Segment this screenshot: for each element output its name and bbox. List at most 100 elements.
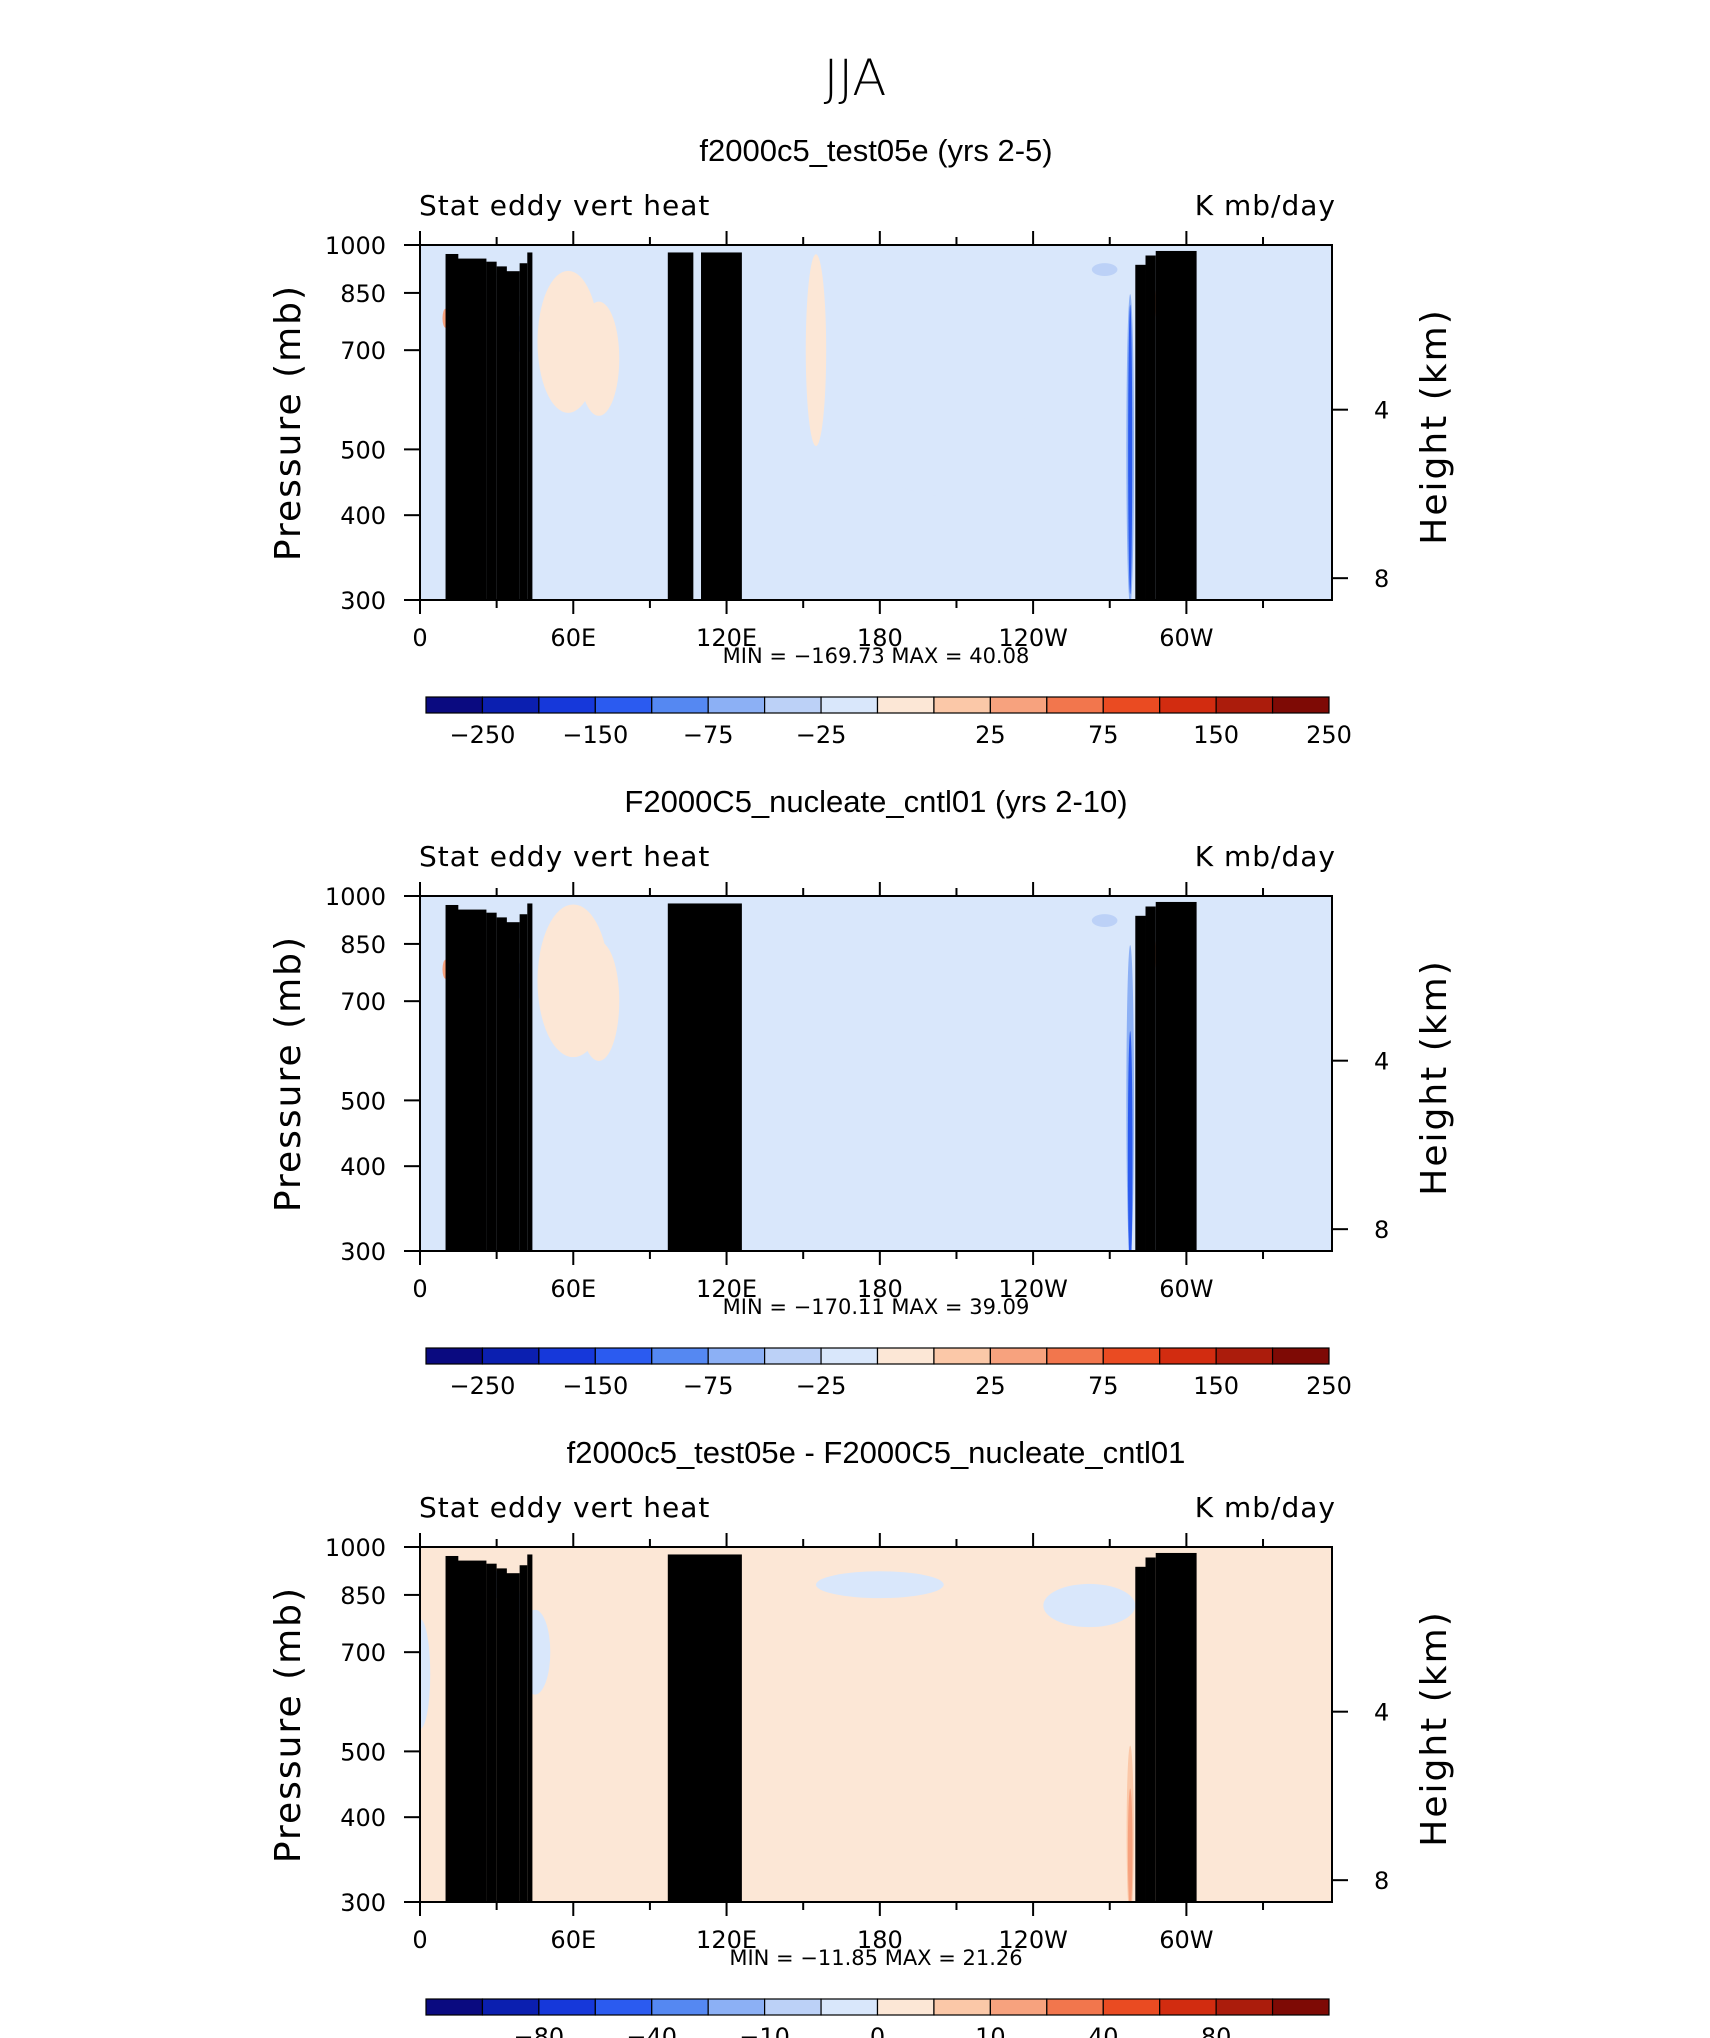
y-tick-label: 300 [340, 587, 386, 615]
left-corner-label: Stat eddy vert heat [419, 840, 710, 873]
y-axis-label-right: Height (km) [1414, 308, 1455, 544]
topography-bar [1155, 250, 1197, 600]
y-tick-label: 500 [340, 1738, 386, 1766]
y-axis-label: Pressure (mb) [268, 1586, 309, 1863]
topography-bar [1155, 1552, 1197, 1902]
contour-blob [815, 1571, 944, 1599]
topography-bar [1145, 1557, 1156, 1902]
topography-bar [1155, 901, 1197, 1251]
plot-frame [419, 895, 1333, 1252]
topography-bar [486, 261, 497, 600]
x-tick-label: 0 [412, 1926, 427, 1954]
topography-bar [1135, 915, 1146, 1251]
left-corner-label: Stat eddy vert heat [419, 189, 710, 222]
y-tick-label: 1000 [325, 1534, 386, 1562]
contour-blob [420, 1618, 431, 1730]
colorbar-box [820, 1347, 879, 1365]
colorbar-label: −80 [514, 2023, 565, 2038]
colorbar-box [1271, 696, 1330, 714]
colorbar-label: 80 [1201, 2023, 1232, 2038]
colorbar-label: 25 [975, 1372, 1006, 1400]
y-tick-label: 300 [340, 1889, 386, 1917]
stats-label: MIN = −169.73 MAX = 40.08 [723, 644, 1030, 668]
stats-label: MIN = −11.85 MAX = 21.26 [729, 1946, 1022, 1970]
colorbar-label: 250 [1306, 721, 1352, 749]
colorbar-box [707, 1347, 766, 1365]
plot-frame [419, 244, 1333, 601]
contour-blob [821, 1066, 914, 1112]
stats-label: MIN = −170.11 MAX = 39.09 [723, 1295, 1030, 1319]
y-tick-label: 1000 [325, 883, 386, 911]
colorbar-label: −75 [683, 721, 734, 749]
plot-area [420, 896, 1332, 1251]
right-corner-label: K mb/day [1195, 1491, 1336, 1524]
colorbar-box [425, 1347, 484, 1365]
colorbar-box [1102, 1347, 1161, 1365]
colorbar-box [764, 1998, 822, 2016]
colorbar-box [651, 1347, 709, 1365]
y-tick-label: 700 [340, 1639, 386, 1667]
y-tick-label-right: 4 [1374, 397, 1389, 425]
colorbar-label: −25 [796, 721, 847, 749]
colorbar-box [1159, 1998, 1217, 2016]
y-tick-label: 700 [340, 337, 386, 365]
colorbar-box [1215, 1998, 1274, 2016]
topography-bar [504, 271, 520, 600]
y-tick-label-right: 4 [1374, 1048, 1389, 1076]
colorbar-box [820, 1998, 879, 2016]
colorbar-label: −10 [739, 2023, 790, 2038]
y-tick-label: 700 [340, 988, 386, 1016]
x-tick-label: 120W [998, 624, 1068, 652]
colorbar-box [876, 1998, 935, 2016]
panel-2: F2000C5_nucleate_cntl01 (yrs 2-10) Stat e… [268, 784, 1455, 1400]
x-tick-label: 60W [1159, 1926, 1213, 1954]
colorbar-box [933, 696, 991, 714]
x-tick-label: 0 [412, 1275, 427, 1303]
topography-bar [496, 266, 507, 600]
colorbar-box [764, 1347, 822, 1365]
x-tick-label: 60E [550, 1926, 596, 1954]
topography-bar [1135, 264, 1146, 600]
colorbar-box [594, 1998, 653, 2016]
contour-blob [1127, 1031, 1133, 1251]
colorbar-label: 40 [1088, 2023, 1119, 2038]
colorbar-box [481, 1998, 540, 2016]
colorbar-box [1159, 1347, 1217, 1365]
colorbar-label: 75 [1088, 721, 1119, 749]
topography-bar [1135, 1566, 1146, 1902]
colorbar-label: −40 [626, 2023, 677, 2038]
topography-bar [667, 903, 742, 1251]
contour-blob [805, 254, 827, 447]
x-tick-label: 120E [696, 624, 757, 652]
contour-blob [578, 941, 620, 1061]
topography-bar [455, 258, 487, 600]
contour-blob [1091, 914, 1118, 927]
colorbar-label: 150 [1193, 1372, 1239, 1400]
y-tick-label: 300 [340, 1238, 386, 1266]
topography-bar [445, 1555, 459, 1902]
plot-area [420, 1547, 1332, 1902]
colorbar-label: −150 [562, 1372, 628, 1400]
topography-bar [519, 263, 528, 600]
contour-blob [780, 941, 796, 1013]
y-tick-label: 1000 [325, 232, 386, 260]
colorbar-box [707, 696, 766, 714]
x-tick-label: 180 [857, 1926, 903, 1954]
contour-blob [578, 301, 620, 416]
y-tick-label: 400 [340, 1153, 386, 1181]
colorbar-box [820, 696, 879, 714]
topography-bar [701, 252, 742, 600]
topography-bar [527, 1554, 533, 1902]
x-tick-label: 180 [857, 1275, 903, 1303]
topography-bar [445, 253, 459, 600]
colorbar-box [1271, 1347, 1330, 1365]
contour-blob [1211, 1630, 1264, 1746]
plot-frame [419, 1546, 1333, 1903]
y-tick-label: 850 [340, 1582, 386, 1610]
topography-bar [445, 904, 459, 1251]
topography-bar [527, 252, 533, 600]
colorbar-box [707, 1998, 766, 2016]
topography-bar [527, 903, 533, 1251]
topography-bar [496, 917, 507, 1251]
